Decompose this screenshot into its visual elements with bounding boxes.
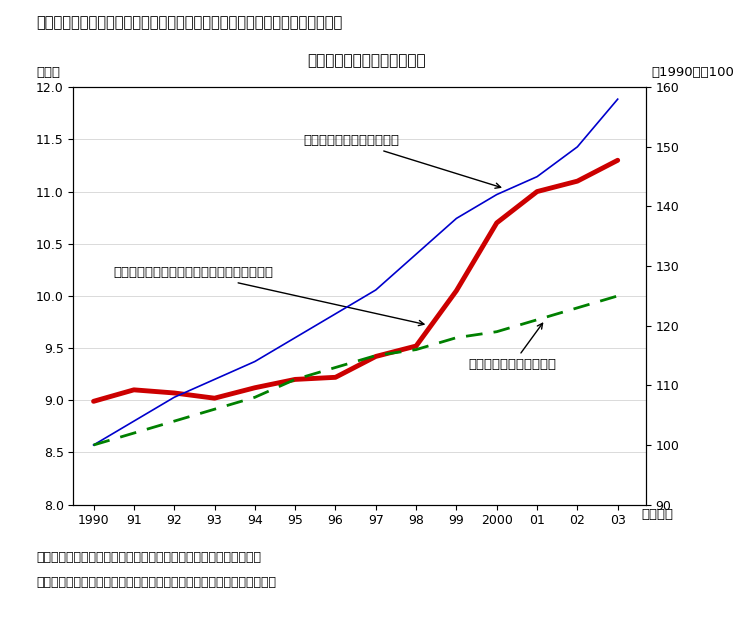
Text: （％）: （％） xyxy=(36,66,60,79)
Text: 保健・医療消費（目盛右）: 保健・医療消費（目盛右） xyxy=(303,135,501,188)
Text: 第３－２－８図　ＳＮＡベースの現実最終消費に占める保健・医療消費の推移: 第３－２－８図 ＳＮＡベースの現実最終消費に占める保健・医療消費の推移 xyxy=(37,16,343,31)
Text: 現実最終消費（目盛右）: 現実最終消費（目盛右） xyxy=(468,323,556,371)
Text: 高まる保健・医療消費の割合: 高まる保健・医療消費の割合 xyxy=(308,53,426,68)
Text: （1990年＝100）: （1990年＝100） xyxy=(652,66,734,79)
Text: 現実最終消費に占める保健・医療消費の割合: 現実最終消費に占める保健・医療消費の割合 xyxy=(114,267,424,326)
Text: ２．保健・医療消費は一般政府からの移転分を含めている。: ２．保健・医療消費は一般政府からの移転分を含めている。 xyxy=(37,576,277,589)
Text: （備考）　１．内閣府「国民経済計算」により作成。実質ベース。: （備考） １．内閣府「国民経済計算」により作成。実質ベース。 xyxy=(37,551,262,564)
Text: （年度）: （年度） xyxy=(641,508,673,521)
